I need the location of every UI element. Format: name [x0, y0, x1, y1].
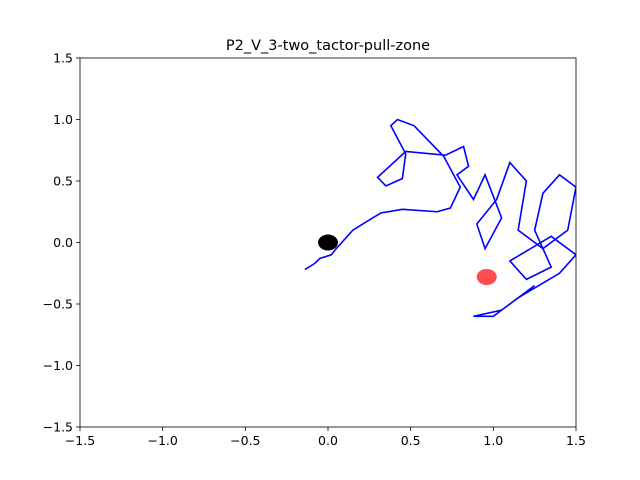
x-tick-label: −1.5	[65, 433, 95, 448]
trajectory-line	[304, 118, 576, 318]
plot-frame	[79, 57, 577, 428]
chart-title: P2_V_3-two_tactor-pull-zone	[226, 38, 430, 54]
y-tick-label: 1.0	[53, 112, 73, 127]
y-tick-label: −1.0	[43, 358, 73, 373]
marker-point	[318, 234, 338, 251]
x-tick-label: 0.0	[318, 433, 338, 448]
x-tick-label: −0.5	[230, 433, 260, 448]
x-tick-label: −1.0	[147, 433, 177, 448]
y-tick-label: 1.5	[53, 51, 73, 66]
marker-point	[476, 268, 497, 285]
y-tick-label: −1.5	[43, 420, 73, 435]
y-tick-label: 0.5	[53, 174, 73, 189]
x-tick-label: 0.5	[401, 433, 421, 448]
x-tick-label: 1.5	[566, 433, 586, 448]
y-tick-label: −0.5	[43, 297, 73, 312]
y-tick-label: 0.0	[53, 235, 73, 250]
x-tick-label: 1.0	[483, 433, 503, 448]
